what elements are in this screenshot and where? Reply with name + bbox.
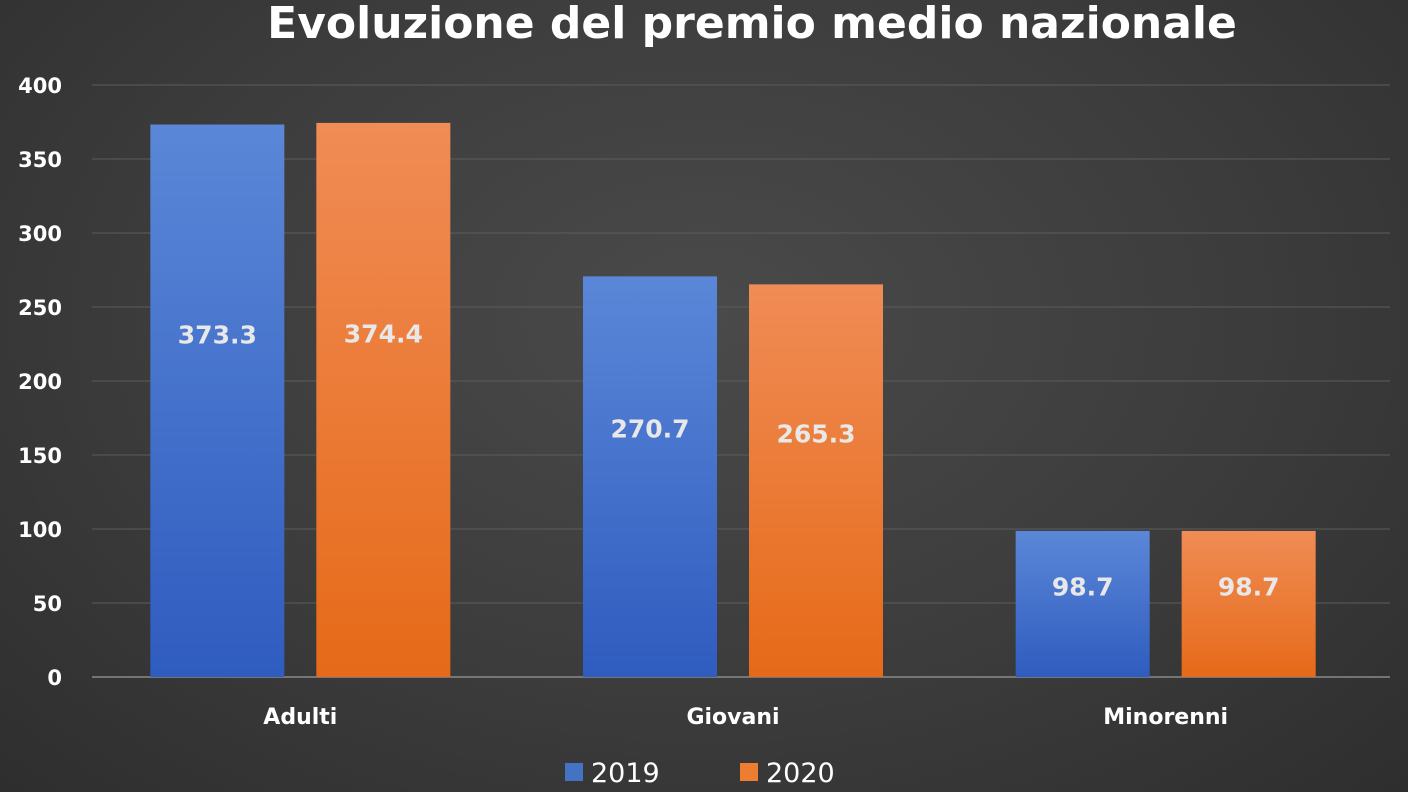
y-axis-ticks: 0 50 100 150 200 250 300 350 400 [18, 74, 62, 690]
x-axis-categories: Adulti Giovani Minorenni [263, 705, 1228, 730]
data-label: 270.7 [610, 415, 689, 444]
bar-adulti-2019 [150, 124, 285, 678]
legend: 2019 2020 [565, 758, 835, 789]
bar-adulti-2020 [316, 122, 451, 677]
y-tick-label: 50 [33, 592, 62, 616]
legend-swatch-2020 [740, 763, 758, 781]
x-category-label: Giovani [686, 705, 779, 730]
bar-giovani-2019 [583, 276, 717, 677]
y-tick-label: 400 [18, 74, 62, 98]
bar-minorenni-2020 [1181, 530, 1316, 677]
data-label: 98.7 [1052, 572, 1114, 601]
gridlines [92, 84, 1390, 678]
data-labels: 373.3 374.4 270.7 265.3 98.7 98.7 [178, 319, 1280, 601]
data-label: 265.3 [776, 420, 855, 449]
x-category-label: Minorenni [1103, 705, 1228, 730]
legend-swatch-2019 [565, 763, 583, 781]
y-tick-label: 300 [18, 222, 62, 246]
legend-label: 2019 [591, 758, 660, 789]
data-label: 373.3 [178, 320, 257, 349]
bar-minorenni-2019 [1015, 530, 1150, 677]
legend-label: 2020 [766, 758, 835, 789]
y-tick-label: 200 [18, 370, 62, 394]
y-tick-label: 250 [18, 296, 62, 320]
y-tick-label: 100 [18, 518, 62, 542]
x-category-label: Adulti [263, 705, 337, 730]
y-tick-label: 0 [47, 666, 62, 690]
y-tick-label: 150 [18, 444, 62, 468]
data-label: 98.7 [1218, 572, 1280, 601]
bars [150, 122, 1316, 678]
data-label: 374.4 [344, 319, 423, 348]
bar-giovani-2020 [749, 284, 883, 677]
y-tick-label: 350 [18, 148, 62, 172]
chart-title: Evoluzione del premio medio nazionale [267, 0, 1237, 49]
